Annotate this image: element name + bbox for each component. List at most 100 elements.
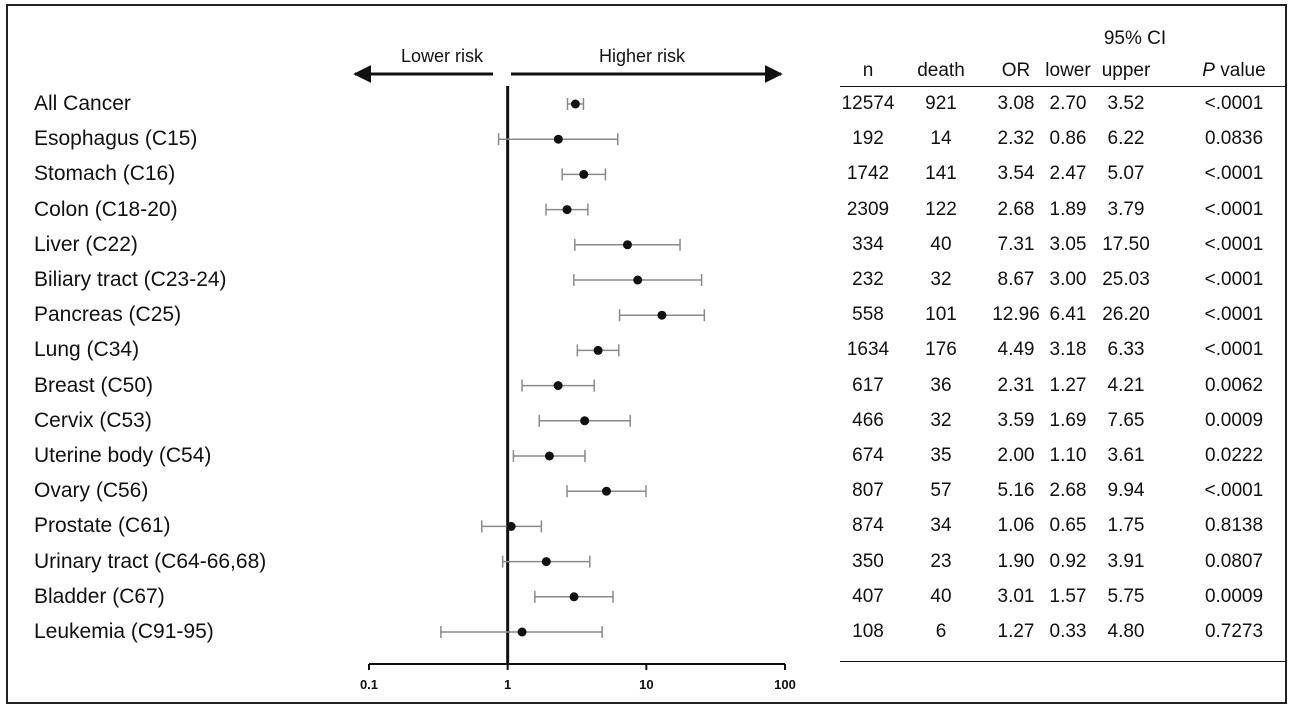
p-value-word: value: [1214, 60, 1266, 81]
table-cell-p: 0.0062: [1204, 374, 1264, 396]
table-cell-n: 874: [852, 515, 884, 537]
table-cell-or: 3.08: [997, 93, 1035, 114]
table-cell-lower: 2.47: [1049, 163, 1087, 185]
category-label: All Cancer: [34, 92, 131, 115]
or-point: [506, 521, 516, 531]
table-cell-upper: 9.94: [1107, 480, 1145, 502]
table-cell-lower: 1.69: [1049, 409, 1087, 431]
table-cell-lower: 0.86: [1049, 128, 1087, 150]
table-cell-upper: 6.33: [1107, 339, 1145, 361]
higher-risk-label: Higher risk: [599, 46, 686, 66]
x-tick-label: 1: [504, 677, 511, 692]
or-point: [580, 416, 590, 426]
table-cell-lower: 0.92: [1049, 550, 1087, 572]
table-cell-n: 807: [852, 480, 884, 502]
table-cell-death: 6: [935, 621, 947, 642]
table-cell-n: 466: [852, 409, 884, 431]
col-lower-header: lower: [1045, 60, 1091, 81]
table-cell-lower: 3.05: [1049, 233, 1087, 255]
table-cell-lower: 0.65: [1049, 515, 1087, 537]
table-cell-death: 101: [925, 304, 957, 326]
or-point: [601, 486, 611, 496]
table-cell-upper: 4.21: [1107, 374, 1145, 396]
category-label: Liver (C22): [34, 232, 138, 256]
category-label: Urinary tract (C64-66,68): [34, 549, 267, 573]
table-cell-or: 2.68: [997, 198, 1035, 220]
table-cell-upper: 26.20: [1102, 304, 1150, 326]
table-cell-p: 0.0009: [1204, 409, 1264, 431]
table-cell-or: 1.90: [997, 550, 1035, 572]
table-cell-or: 12.96: [992, 304, 1040, 326]
table-cell-p: <.0001: [1204, 480, 1264, 502]
table-cell-death: 40: [930, 233, 952, 255]
table-cell-upper: 17.50: [1102, 233, 1150, 255]
table-cell-upper: 6.22: [1107, 128, 1145, 150]
category-label: Uterine body (C54): [34, 444, 212, 467]
table-cell-n: 1634: [846, 339, 890, 361]
table-cell-or: 1.06: [997, 515, 1035, 537]
or-point: [553, 381, 563, 391]
table-cell-death: 14: [930, 128, 952, 150]
table-cell-p: <.0001: [1204, 269, 1264, 290]
table-cell-or: 7.31: [997, 233, 1035, 255]
p-italic: P: [1202, 60, 1215, 81]
forest-plot: Lower risk Higher risk 0.1 1 10 100: [353, 46, 796, 692]
table-cell-n: 407: [852, 585, 884, 607]
table-cell-p: <.0001: [1204, 339, 1264, 361]
table-cell-lower: 2.68: [1049, 480, 1087, 502]
table-cell-n: 12574: [841, 93, 895, 114]
table-cell-or: 3.59: [997, 409, 1035, 431]
table-cell-or: 8.67: [997, 269, 1035, 290]
table-cell-death: 23: [930, 550, 952, 572]
table-header-rule: [840, 86, 1286, 87]
category-label: Breast (C50): [34, 373, 154, 397]
figure-frame: All Cancer Esophagus (C15) Stomach (C16) Co…: [6, 4, 1287, 704]
table-cell-or: 2.00: [997, 445, 1035, 466]
or-point: [569, 592, 579, 602]
table-cell-n: 350: [852, 550, 884, 572]
category-label: Lung (C34): [34, 338, 140, 362]
table-cell-death: 122: [925, 198, 957, 220]
table-cell-death: 34: [930, 515, 952, 537]
table-cell-p: 0.0807: [1204, 550, 1264, 572]
or-point: [622, 240, 632, 250]
category-label: Stomach (C16): [34, 162, 176, 186]
or-point: [657, 310, 667, 320]
table-cell-upper: 3.91: [1107, 550, 1145, 572]
x-tick-label: 10: [639, 677, 653, 692]
or-point: [544, 451, 554, 461]
table-cell-n: 334: [852, 233, 884, 255]
table-cell-lower: 0.33: [1049, 621, 1087, 642]
category-label: Biliary tract (C23-24): [34, 268, 227, 291]
table-cell-p: 0.0836: [1204, 128, 1264, 150]
table-cell-or: 1.27: [997, 621, 1035, 642]
table-cell-death: 921: [925, 93, 957, 114]
x-tick-label: 100: [774, 677, 796, 692]
table-cell-n: 558: [852, 304, 884, 326]
table-cell-or: 5.16: [997, 480, 1035, 502]
table-cell-n: 108: [852, 621, 884, 642]
lower-risk-label: Lower risk: [401, 46, 484, 66]
table-cell-lower: 1.27: [1049, 374, 1087, 396]
or-point: [593, 345, 603, 355]
category-label: Cervix (C53): [34, 408, 152, 432]
x-tick-label: 0.1: [360, 677, 378, 692]
table-cell-lower: 6.41: [1049, 304, 1087, 326]
table-cell-upper: 1.75: [1107, 515, 1145, 537]
table-cell-lower: 3.18: [1049, 339, 1087, 361]
table-cell-p: 0.0222: [1204, 445, 1264, 466]
ci-group-header: 95% CI: [1103, 28, 1167, 49]
table-cell-n: 192: [852, 128, 884, 150]
col-p-value-header: P value: [1186, 60, 1282, 82]
table-cell-death: 57: [930, 480, 952, 502]
table-cell-or: 2.32: [997, 128, 1035, 150]
table-cell-death: 36: [930, 374, 952, 396]
table-cell-n: 617: [852, 374, 884, 396]
or-point: [579, 169, 589, 179]
category-label: Colon (C18-20): [34, 197, 178, 221]
table-cell-upper: 3.61: [1107, 445, 1145, 466]
table-cell-lower: 1.57: [1049, 585, 1087, 607]
table-cell-upper: 4.80: [1107, 621, 1145, 642]
col-or-header: OR: [1001, 60, 1031, 81]
or-point: [517, 627, 527, 637]
